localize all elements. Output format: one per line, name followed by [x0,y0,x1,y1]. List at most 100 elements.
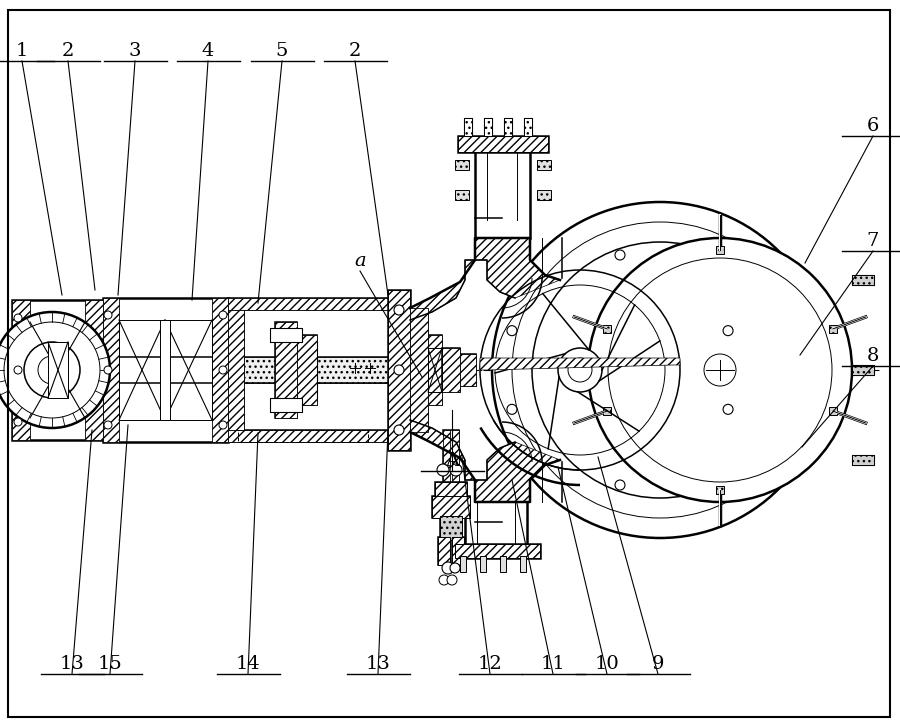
Bar [452,537,464,565]
Bar [460,556,466,572]
Circle shape [14,366,22,374]
Circle shape [394,365,404,375]
Circle shape [394,425,404,435]
Bar [228,298,388,310]
Bar [30,322,85,418]
Bar [48,342,68,398]
Circle shape [38,356,66,384]
Bar [504,118,512,136]
Bar [537,190,551,200]
Circle shape [723,326,734,336]
Bar [452,537,464,565]
Bar [438,537,450,565]
Text: 2: 2 [349,42,361,60]
Bar [212,298,228,442]
Bar [440,516,462,540]
Bar [275,322,297,418]
Text: 8: 8 [867,347,879,365]
Bar [160,320,170,420]
Bar [829,325,837,333]
Circle shape [219,421,227,429]
Text: 6: 6 [867,117,879,135]
Text: A: A [445,452,459,470]
Bar [410,308,428,432]
Bar [603,407,611,415]
Bar [12,300,30,440]
Circle shape [14,314,22,322]
Bar [270,328,302,342]
Bar [12,300,103,440]
Text: 9: 9 [652,655,664,673]
Text: 14: 14 [236,655,260,673]
Bar [829,407,837,415]
Text: 13: 13 [59,655,85,673]
Text: 2: 2 [62,42,74,60]
Bar [455,190,469,200]
Text: 13: 13 [365,655,391,673]
Circle shape [104,421,112,429]
Circle shape [439,575,449,585]
Bar [852,365,874,375]
Bar [442,348,460,392]
Circle shape [608,258,832,482]
Bar [103,298,119,442]
Bar [103,357,455,383]
Bar [537,160,551,170]
Circle shape [615,480,625,490]
Circle shape [615,250,625,260]
Bar [443,430,450,485]
Text: 3: 3 [129,42,141,60]
Bar [464,118,472,136]
Bar [464,118,472,136]
Bar [428,348,442,392]
Bar [852,275,874,285]
Bar [455,160,469,170]
Bar [275,322,297,418]
Bar [270,398,302,412]
Bar [428,335,442,405]
Bar [119,320,212,420]
Bar [435,482,467,498]
Circle shape [507,326,517,336]
Circle shape [24,342,80,398]
Bar [524,118,532,136]
Text: 11: 11 [541,655,565,673]
Bar [228,310,244,430]
Bar [388,290,410,450]
Circle shape [507,405,517,414]
Bar [410,308,428,432]
Text: 5: 5 [275,42,288,60]
Bar [297,335,317,405]
Bar [716,246,724,254]
Bar [270,328,302,342]
Bar [435,482,467,498]
Circle shape [492,202,828,538]
Circle shape [704,354,736,386]
Bar [428,335,442,405]
Circle shape [558,348,602,392]
Bar [603,325,611,333]
Bar [297,335,317,405]
Bar [500,556,506,572]
Bar [455,544,540,558]
Polygon shape [410,238,560,320]
Circle shape [14,418,22,426]
Bar [484,118,492,136]
Bar [442,348,460,392]
Text: 15: 15 [97,655,122,673]
Circle shape [723,405,734,414]
Bar [228,310,244,430]
Bar [432,496,470,518]
Circle shape [588,238,852,502]
Bar [438,537,450,565]
Bar [716,486,724,494]
Circle shape [450,563,460,573]
Text: 10: 10 [595,655,619,673]
Bar [228,298,388,310]
Bar [388,290,410,450]
Bar [455,544,540,558]
Bar [458,136,548,152]
Text: 1: 1 [16,42,28,60]
Bar [443,430,459,485]
Circle shape [442,562,454,574]
